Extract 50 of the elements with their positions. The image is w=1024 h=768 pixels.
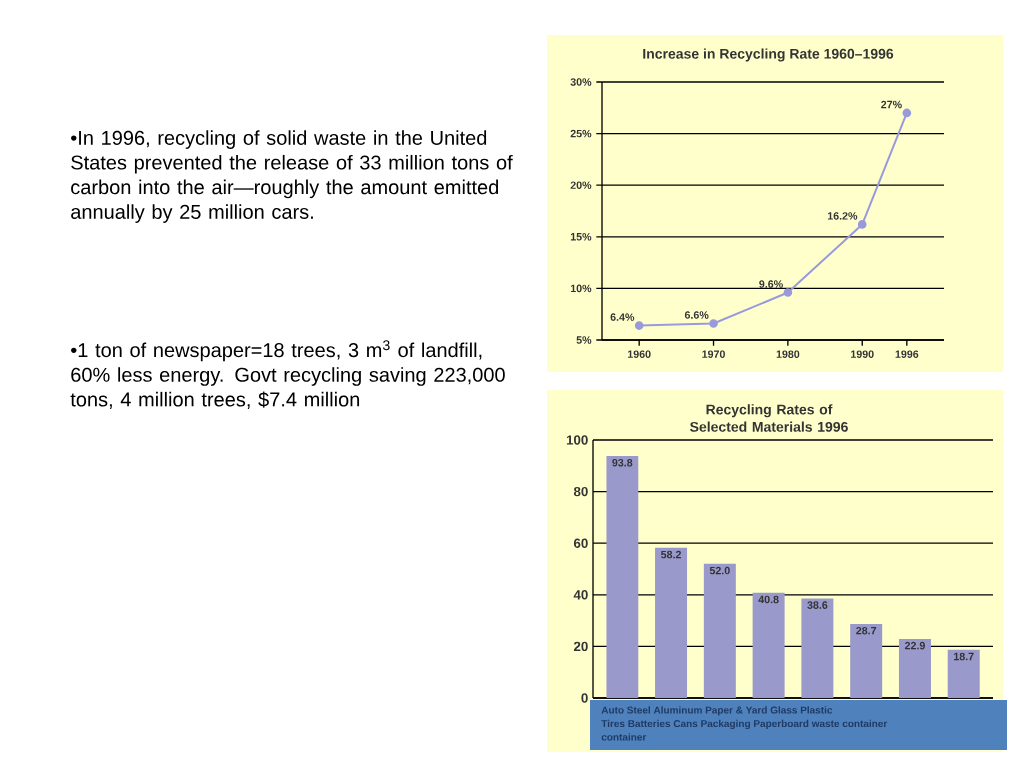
data-label: 16.2% <box>827 212 858 220</box>
bar <box>898 638 931 698</box>
data-label: 58.2 <box>661 550 681 559</box>
x-tick-label: 1990 <box>851 350 874 358</box>
y-tick-label: 5% <box>576 336 592 344</box>
x-tick-label: 1970 <box>702 350 725 358</box>
data-label: 6.6% <box>684 311 709 319</box>
y-tick-label: 100 <box>566 435 588 445</box>
data-label: 40.8 <box>758 595 779 604</box>
bar <box>606 455 639 698</box>
text: •In 1996, recycling of solid waste in the United States prevented the release of 33 million tons of carbon into the air—roughly the amount emitted annually by 25 million cars. <box>71 130 513 223</box>
data-label: 93.8 <box>612 458 633 467</box>
data-label: 18.7 <box>954 652 974 661</box>
y-tick-label: 60 <box>573 538 588 548</box>
y-tick-label: 0 <box>581 693 588 703</box>
text: container <box>601 733 647 741</box>
y-tick-label: 25% <box>570 129 592 138</box>
text: Tires Batteries Cans Packaging Paperboard waste container <box>601 719 888 730</box>
data-label: 9.6% <box>759 280 783 288</box>
point <box>783 288 793 297</box>
y-tick-label: 20% <box>570 181 592 189</box>
data-label: 27% <box>881 100 902 109</box>
chart-title: Recycling Rates of Selected Materials 1996 <box>690 404 848 432</box>
point <box>857 220 867 229</box>
x-tick-label: 1960 <box>627 350 651 358</box>
bar <box>703 563 736 698</box>
bar <box>752 592 785 698</box>
data-label: 22.9 <box>904 641 925 650</box>
point <box>902 108 912 118</box>
bar <box>655 547 688 698</box>
chart-title: Increase in Recycling Rate 1960–1996 <box>643 48 894 62</box>
y-tick-label: 80 <box>573 486 588 497</box>
y-tick-label: 20 <box>573 641 588 652</box>
data-label: 38.6 <box>807 601 828 609</box>
text: Auto Steel Aluminum Paper & Yard Glass Plastic <box>601 706 833 716</box>
y-tick-label: 30% <box>570 78 592 86</box>
point <box>709 319 718 328</box>
x-tick-label: 1996 <box>895 350 919 358</box>
x-tick-label: 1980 <box>776 350 800 358</box>
data-label: 52.0 <box>709 566 730 575</box>
text: •1 ton of newspaper=18 trees, 3 m$^{3}$ of landfill, 60% less energy. Govt recycling saving 223,000 tons, 4 million trees, $7.4 million <box>70 340 505 409</box>
y-tick-label: 15% <box>570 233 592 241</box>
y-tick-label: 40 <box>573 590 588 600</box>
bar <box>947 649 980 698</box>
bar <box>801 598 834 698</box>
y-tick-label: 10% <box>570 284 592 293</box>
data-label: 28.7 <box>856 626 877 635</box>
data-label: 6.4% <box>610 313 635 321</box>
point <box>634 321 644 330</box>
bar <box>850 623 883 698</box>
